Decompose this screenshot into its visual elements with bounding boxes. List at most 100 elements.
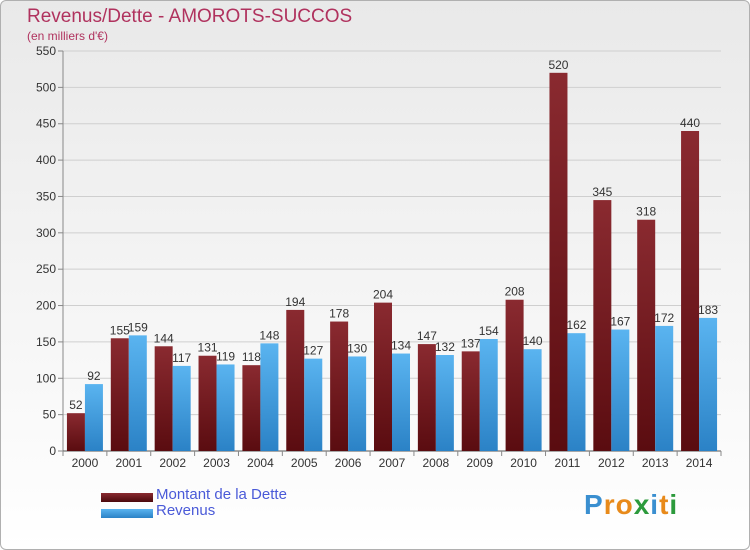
- data-label-revenue: 127: [303, 344, 323, 358]
- bar-debt: [286, 309, 305, 451]
- data-label-revenue: 148: [259, 328, 279, 342]
- x-tick-label: 2002: [159, 456, 186, 470]
- y-tick-label: 0: [49, 444, 56, 458]
- data-label-debt: 131: [198, 341, 218, 355]
- data-label-revenue: 140: [523, 334, 543, 348]
- data-label-revenue: 132: [435, 340, 455, 354]
- logo-letter: x: [633, 489, 651, 520]
- data-label-revenue: 117: [172, 351, 191, 365]
- chart-title: Revenus/Dette - AMOROTS-SUCCOS: [27, 6, 353, 27]
- bar-debt: [198, 355, 217, 451]
- data-label-debt: 155: [110, 323, 130, 337]
- bar-revenue: [172, 365, 191, 451]
- y-tick-label: 100: [36, 371, 56, 385]
- bar-debt: [681, 131, 700, 451]
- data-label-revenue: 92: [87, 369, 101, 383]
- data-label-debt: 440: [680, 116, 700, 130]
- x-tick-label: 2000: [72, 456, 99, 470]
- data-label-debt: 345: [592, 185, 612, 199]
- x-tick-label: 2009: [466, 456, 493, 470]
- data-label-debt: 137: [461, 336, 481, 350]
- bar-revenue: [435, 355, 454, 451]
- bar-revenue: [567, 333, 586, 451]
- data-label-debt: 194: [285, 295, 305, 309]
- data-label-revenue: 134: [391, 339, 411, 353]
- x-tick-label: 2010: [510, 456, 537, 470]
- bar-revenue: [699, 317, 718, 451]
- logo-letter: i: [669, 489, 679, 520]
- x-tick-label: 2007: [379, 456, 406, 470]
- y-tick-label: 300: [36, 226, 56, 240]
- data-label-debt: 147: [417, 329, 437, 343]
- chart-subtitle: (en milliers d'€): [27, 29, 108, 43]
- data-label-debt: 318: [636, 205, 656, 219]
- y-tick-label: 500: [36, 80, 56, 94]
- bar-revenue: [523, 349, 542, 451]
- data-label-debt: 208: [505, 285, 525, 299]
- x-tick-label: 2011: [555, 456, 581, 470]
- legend-label-revenue: Revenus: [156, 502, 216, 519]
- x-tick-label: 2004: [247, 456, 274, 470]
- y-tick-label: 400: [36, 153, 56, 167]
- data-label-revenue: 167: [610, 315, 630, 329]
- data-label-revenue: 130: [347, 341, 367, 355]
- x-tick-label: 2014: [686, 456, 713, 470]
- x-tick-label: 2006: [335, 456, 362, 470]
- legend-swatch-revenue: [101, 509, 153, 518]
- data-label-debt: 144: [154, 331, 174, 345]
- bar-revenue: [392, 353, 410, 451]
- data-label-revenue: 162: [566, 318, 586, 332]
- bar-debt: [242, 365, 261, 451]
- x-tick-label: 2013: [642, 456, 669, 470]
- x-tick-label: 2001: [115, 456, 142, 470]
- logo-letter: P: [584, 489, 604, 520]
- logo-letter: r: [603, 489, 616, 520]
- x-tick-label: 2003: [203, 456, 230, 470]
- y-tick-label: 250: [36, 262, 56, 276]
- bar-revenue: [479, 339, 498, 451]
- y-tick-label: 450: [36, 117, 56, 131]
- data-label-debt: 118: [242, 350, 261, 364]
- bar-revenue: [260, 343, 279, 451]
- bar-revenue: [84, 384, 103, 451]
- bar-debt: [330, 321, 349, 451]
- bar-debt: [461, 351, 480, 451]
- bar-debt: [549, 72, 568, 452]
- x-tick-label: 2008: [423, 456, 450, 470]
- legend-swatch-debt: [101, 493, 153, 502]
- bar-revenue: [128, 335, 147, 451]
- bar-revenue: [216, 364, 235, 451]
- bar-revenue: [655, 325, 674, 451]
- y-tick-label: 150: [36, 335, 56, 349]
- data-label-debt: 178: [329, 307, 349, 321]
- data-label-revenue: 159: [128, 320, 148, 334]
- bar-debt: [593, 200, 612, 451]
- proxiti-logo: Proxiti: [584, 489, 678, 521]
- bar-revenue: [611, 329, 630, 451]
- logo-letter: i: [650, 489, 660, 520]
- y-tick-label: 200: [36, 299, 56, 313]
- bar-debt: [110, 338, 129, 451]
- y-tick-label: 350: [36, 189, 56, 203]
- data-label-revenue: 119: [216, 349, 235, 363]
- bar-debt: [417, 344, 436, 451]
- bar-revenue: [348, 356, 367, 451]
- legend-label-debt: Montant de la Dette: [156, 486, 287, 503]
- bar-debt: [505, 299, 524, 451]
- bar-debt: [637, 219, 656, 451]
- x-tick-label: 2005: [291, 456, 318, 470]
- data-label-debt: 520: [548, 58, 568, 72]
- y-tick-label: 550: [36, 44, 56, 58]
- y-tick-label: 50: [43, 408, 57, 422]
- bar-debt: [154, 346, 173, 451]
- data-label-debt: 204: [373, 288, 393, 302]
- data-label-debt: 52: [69, 398, 83, 412]
- logo-letter: o: [615, 489, 634, 520]
- bar-debt: [66, 413, 85, 451]
- logo-letter: t: [659, 489, 670, 520]
- data-label-revenue: 172: [654, 311, 674, 325]
- bar-revenue: [304, 358, 323, 451]
- data-label-revenue: 183: [698, 303, 718, 317]
